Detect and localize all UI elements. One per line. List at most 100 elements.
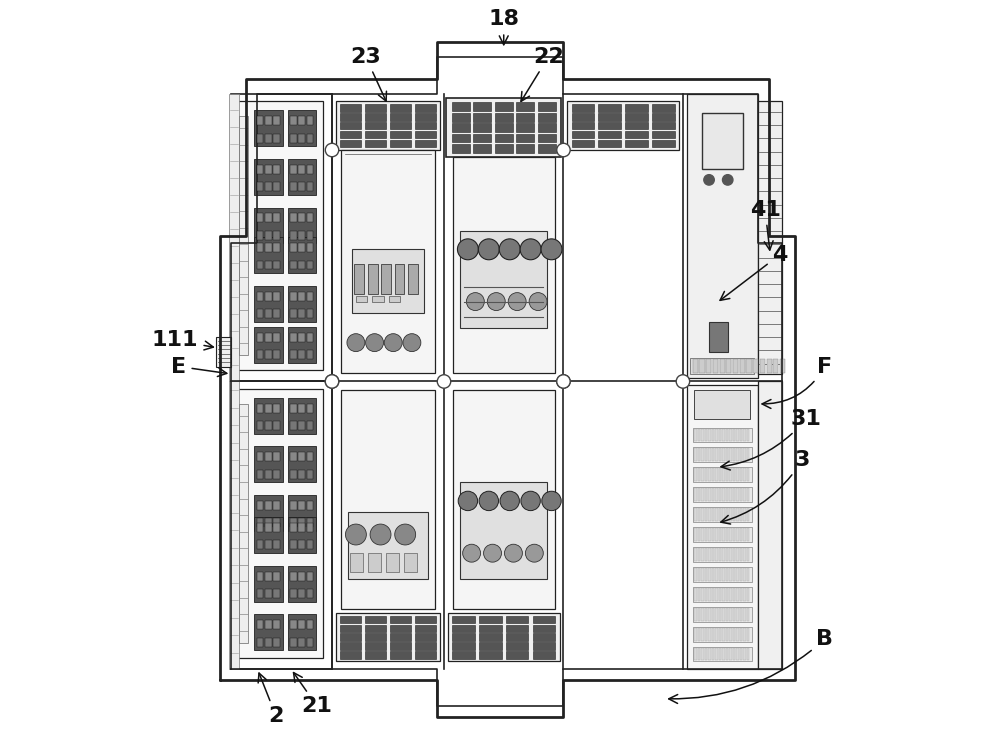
Text: 23: 23	[350, 46, 386, 101]
Bar	[298, 117, 305, 126]
Bar	[288, 159, 316, 194]
Bar	[693, 607, 752, 622]
Bar	[729, 548, 732, 561]
Bar	[740, 528, 742, 541]
Bar	[365, 122, 386, 129]
Text: F: F	[762, 357, 832, 408]
Bar	[288, 237, 316, 273]
Bar	[415, 634, 436, 641]
Bar	[733, 359, 738, 373]
Circle shape	[525, 545, 543, 562]
Circle shape	[557, 144, 570, 157]
Bar	[340, 105, 361, 112]
Bar	[307, 572, 313, 580]
Bar	[708, 588, 711, 601]
Bar	[743, 429, 746, 441]
Bar	[722, 648, 725, 660]
Bar	[572, 122, 594, 129]
Bar	[736, 607, 739, 621]
Bar	[341, 150, 435, 373]
Bar	[237, 102, 323, 370]
Bar	[257, 518, 263, 527]
Bar	[307, 518, 313, 527]
Bar	[729, 528, 732, 541]
Bar	[719, 448, 721, 462]
Bar	[698, 508, 700, 521]
Bar	[257, 620, 263, 629]
Bar	[257, 541, 263, 550]
Bar	[726, 648, 728, 660]
Circle shape	[521, 491, 540, 511]
Bar	[288, 398, 316, 434]
Bar	[733, 429, 735, 441]
Bar	[341, 390, 435, 609]
Bar	[290, 589, 297, 598]
Bar	[705, 588, 707, 601]
Bar	[307, 134, 313, 143]
Bar	[693, 567, 752, 582]
Circle shape	[325, 144, 339, 157]
Bar	[288, 566, 316, 601]
Bar	[372, 295, 384, 301]
Bar	[767, 359, 772, 373]
Bar	[340, 131, 361, 138]
Bar	[705, 448, 707, 462]
Bar	[740, 359, 745, 373]
Bar	[743, 588, 746, 601]
Bar	[290, 541, 297, 550]
Bar	[705, 488, 707, 501]
Bar	[288, 207, 316, 243]
Bar	[257, 292, 263, 301]
Bar	[307, 350, 313, 359]
Bar	[495, 134, 513, 142]
Bar	[290, 421, 297, 430]
Bar	[273, 213, 280, 222]
Circle shape	[479, 491, 499, 511]
Bar	[708, 429, 711, 441]
Bar	[395, 264, 404, 294]
Bar	[288, 111, 316, 147]
Bar	[350, 554, 363, 572]
Bar	[389, 295, 400, 301]
Bar	[533, 634, 555, 641]
Bar	[365, 625, 386, 632]
Bar	[307, 213, 313, 222]
Bar	[729, 588, 732, 601]
Bar	[693, 359, 698, 373]
Bar	[715, 488, 718, 501]
Bar	[694, 548, 697, 561]
Bar	[307, 117, 313, 126]
Bar	[265, 541, 272, 550]
Bar	[572, 105, 594, 112]
Bar	[415, 122, 436, 129]
Bar	[254, 286, 283, 322]
Circle shape	[463, 545, 481, 562]
Bar	[273, 134, 280, 143]
Bar	[726, 448, 728, 462]
Bar	[290, 518, 297, 527]
Text: 22: 22	[521, 46, 564, 102]
Bar	[257, 333, 263, 342]
Bar	[257, 117, 263, 126]
Bar	[273, 350, 280, 359]
Circle shape	[499, 239, 520, 260]
Bar	[747, 488, 749, 501]
Bar	[572, 140, 594, 147]
Bar	[298, 260, 305, 269]
Bar	[265, 243, 272, 252]
Bar	[698, 468, 700, 481]
Bar	[701, 628, 704, 640]
Bar	[693, 527, 752, 542]
Bar	[336, 102, 440, 150]
Bar	[760, 359, 765, 373]
Bar	[506, 616, 528, 623]
Circle shape	[676, 375, 690, 388]
Bar	[729, 508, 732, 521]
Bar	[625, 122, 648, 129]
Bar	[722, 488, 725, 501]
Bar	[307, 620, 313, 629]
Bar	[307, 404, 313, 413]
Bar	[705, 568, 707, 580]
Bar	[722, 508, 725, 521]
Bar	[273, 541, 280, 550]
